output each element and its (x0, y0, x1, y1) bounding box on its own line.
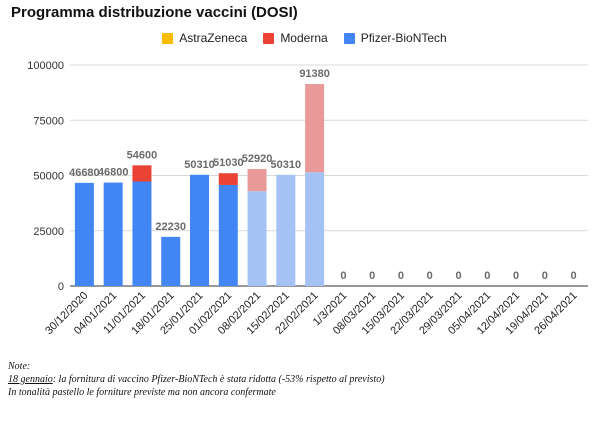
data-label: 0 (340, 270, 346, 282)
notes-line-1: 18 gennaio: la fornitura di vaccino Pfiz… (8, 373, 598, 386)
chart-title: Programma distribuzione vaccini (DOSI) (11, 4, 298, 21)
notes-date: 18 gennaio (8, 374, 53, 385)
bar-chart: 02500050000750001000004668030/12/2020468… (27, 60, 588, 337)
data-label: 51030 (213, 157, 244, 169)
legend-swatch-pfizer (343, 32, 355, 44)
notes-line-2: In tonalità pastello le forniture previs… (8, 387, 276, 398)
chart-notes: Note: 18 gennaio: la fornitura di vaccin… (8, 360, 598, 399)
bar-pfizer-biontech-3 (161, 236, 181, 286)
y-tick-label: 75000 (33, 115, 64, 127)
legend-item-astrazeneca: AstraZeneca (162, 31, 247, 45)
y-tick-label: 25000 (33, 226, 64, 238)
bar-moderna-5 (218, 173, 238, 185)
data-label: 0 (455, 270, 461, 282)
bar-pfizer-biontech-6 (247, 191, 267, 286)
bar-moderna-8 (305, 84, 325, 173)
data-label: 0 (369, 270, 375, 282)
bar-pfizer-biontech-7 (276, 174, 296, 286)
bar-pfizer-biontech-8 (305, 172, 325, 286)
data-label: 91380 (299, 68, 330, 80)
data-label: 22230 (155, 221, 186, 233)
data-label: 0 (542, 270, 548, 282)
legend-label-pfizer: Pfizer-BioNTech (360, 31, 447, 45)
legend-item-moderna: Moderna (263, 31, 328, 45)
data-label: 52920 (242, 153, 273, 165)
data-label: 0 (513, 270, 519, 282)
data-label: 0 (398, 270, 404, 282)
chart-legend: AstraZeneca Moderna Pfizer-BioNTech (0, 31, 609, 45)
data-label: 46800 (98, 167, 129, 179)
notes-line-1-text: : la fornitura di vaccino Pfizer-BioNTec… (52, 374, 385, 385)
legend-swatch-moderna (263, 32, 275, 44)
legend-item-pfizer: Pfizer-BioNTech (343, 31, 447, 45)
data-label: 46680 (69, 167, 100, 179)
bar-pfizer-biontech-2 (132, 181, 152, 286)
notes-heading: Note: (8, 361, 31, 372)
bar-moderna-6 (247, 169, 267, 192)
legend-label-astrazeneca: AstraZeneca (179, 31, 248, 45)
bar-pfizer-biontech-5 (218, 184, 238, 286)
bar-pfizer-biontech-0 (74, 182, 94, 286)
legend-label-moderna: Moderna (280, 31, 328, 45)
bar-pfizer-biontech-1 (103, 182, 123, 286)
y-tick-label: 50000 (33, 171, 64, 183)
bar-pfizer-biontech-4 (190, 174, 209, 286)
data-label: 0 (571, 270, 577, 282)
data-label: 54600 (127, 149, 158, 161)
y-tick-label: 0 (58, 281, 64, 293)
bar-moderna-2 (132, 165, 152, 182)
data-label: 0 (427, 270, 433, 282)
data-label: 0 (484, 270, 490, 282)
data-label: 50310 (271, 159, 302, 171)
y-tick-label: 100000 (27, 60, 64, 72)
legend-swatch-astrazeneca (162, 32, 174, 44)
data-label: 50310 (184, 159, 215, 171)
